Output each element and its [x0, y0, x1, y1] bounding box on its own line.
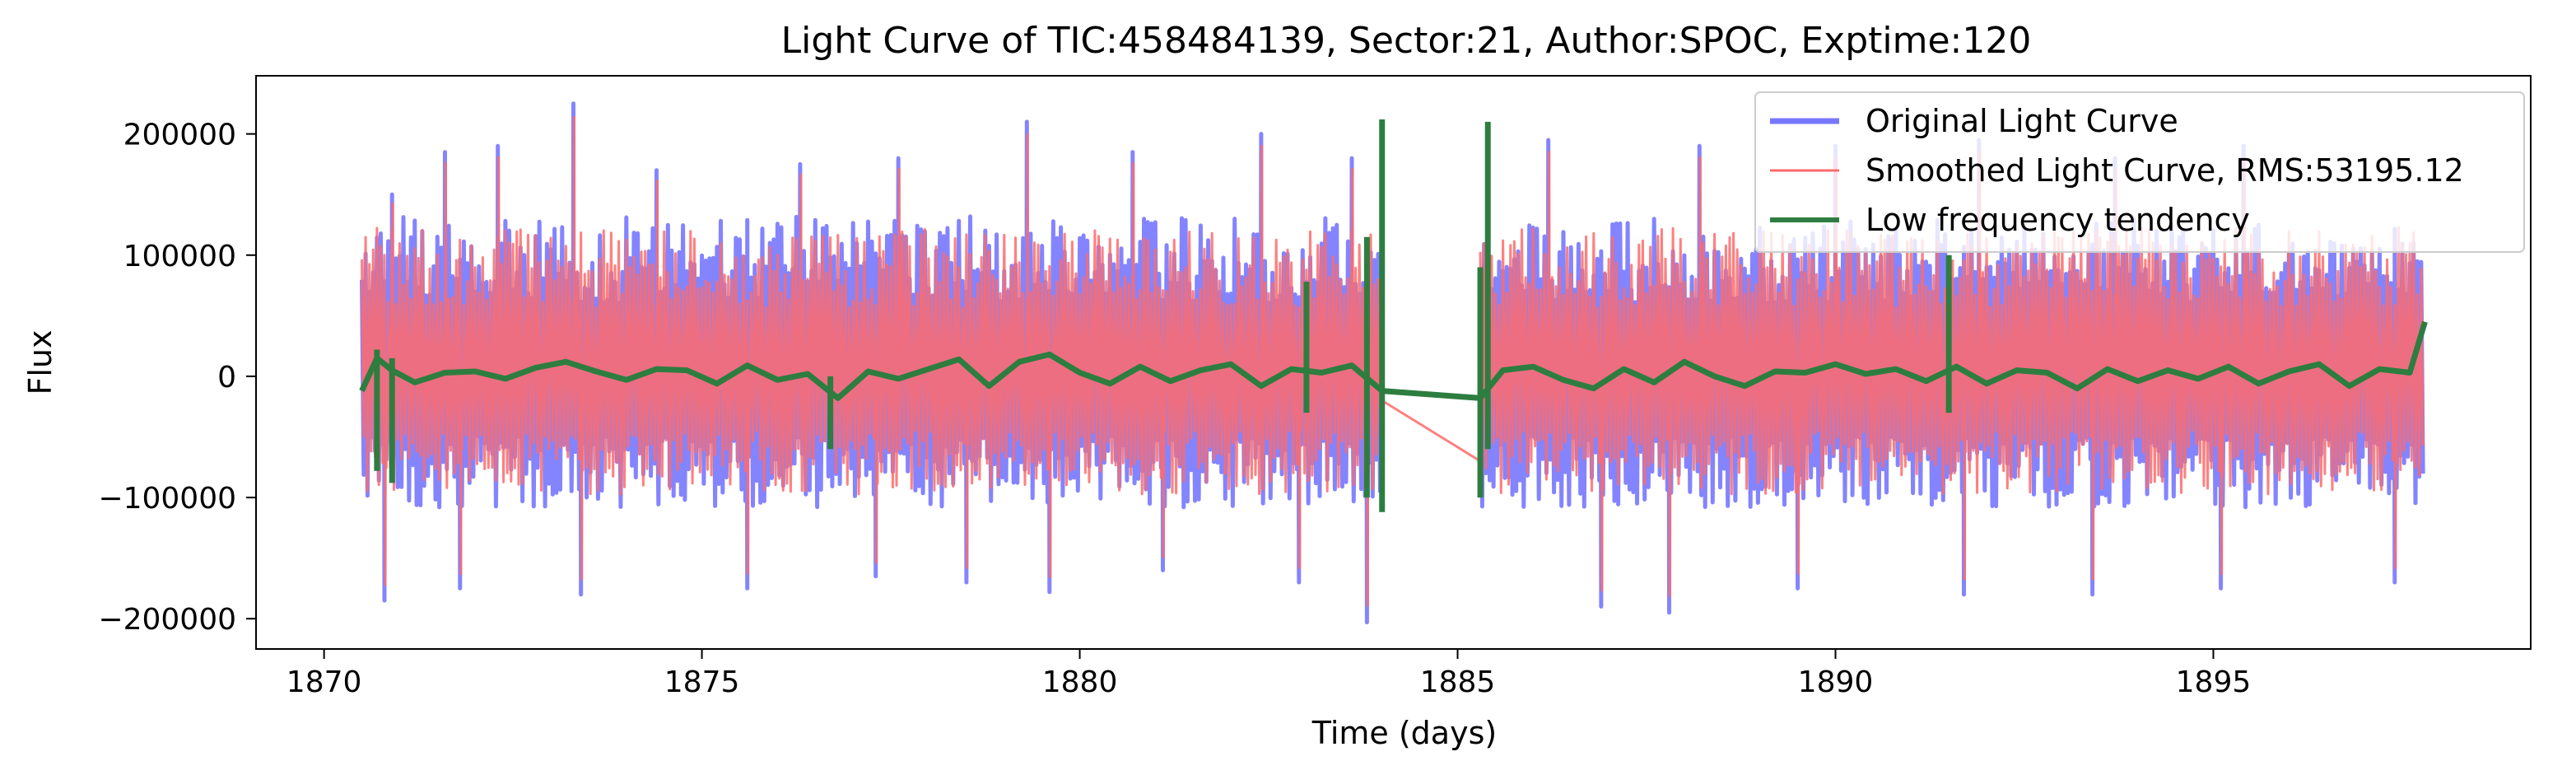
- legend-box: [1754, 91, 2525, 253]
- y-tick-label-200000: 200000: [123, 119, 236, 152]
- smoothed-gap-connector: [1381, 399, 1481, 463]
- smoothed-light-curve-series: [361, 115, 2425, 607]
- legend-item-smoothed[interactable]: Smoothed Light Curve, RMS:53195.12: [1770, 152, 2464, 189]
- x-tick-label-1870: 1870: [286, 665, 362, 699]
- legend-item-original[interactable]: Original Light Curve: [1770, 103, 2178, 139]
- x-tick-label-1890: 1890: [1798, 665, 1874, 699]
- x-tick-label-1880: 1880: [1042, 665, 1118, 699]
- legend-label-original: Original Light Curve: [1866, 103, 2178, 139]
- y-tick-label--100000: −100000: [98, 482, 236, 516]
- y-tick-label--200000: −200000: [98, 603, 236, 637]
- low-frequency-tendency-series: [359, 119, 2428, 512]
- smoothed-light-curve-line: [361, 115, 2425, 607]
- x-axis: 1870 1875 1880 1885 1890 1895: [286, 649, 2251, 699]
- x-axis-label: Time (days): [1311, 715, 1497, 751]
- y-tick-label-0: 0: [217, 361, 236, 395]
- y-axis-label: Flux: [22, 330, 58, 395]
- legend-label-trend: Low frequency tendency: [1866, 202, 2250, 238]
- x-tick-label-1895: 1895: [2176, 665, 2252, 699]
- legend-item-trend[interactable]: Low frequency tendency: [1770, 202, 2250, 238]
- legend[interactable]: Original Light Curve Smoothed Light Curv…: [1754, 91, 2525, 253]
- low-frequency-tendency-line: [359, 320, 2428, 401]
- y-tick-label-100000: 100000: [123, 240, 236, 273]
- legend-label-smoothed: Smoothed Light Curve, RMS:53195.12: [1866, 152, 2464, 189]
- y-axis: −200000 −100000 0 100000 200000: [98, 119, 256, 637]
- plot-frame: [255, 75, 2532, 650]
- chart-title: Light Curve of TIC:458484139, Sector:21,…: [781, 20, 2032, 62]
- x-tick-label-1875: 1875: [664, 665, 740, 699]
- x-tick-label-1885: 1885: [1420, 665, 1496, 699]
